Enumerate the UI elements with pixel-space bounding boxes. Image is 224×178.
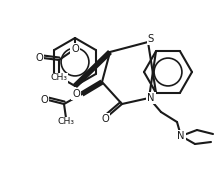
Text: O: O (71, 44, 79, 54)
Text: O: O (101, 114, 109, 124)
Text: CH₃: CH₃ (50, 74, 67, 82)
Text: O: O (35, 53, 43, 63)
Text: O: O (72, 89, 80, 99)
Text: N: N (147, 93, 155, 103)
Text: O: O (40, 95, 48, 105)
Text: CH₃: CH₃ (58, 117, 75, 127)
Text: N: N (177, 131, 185, 141)
Text: S: S (148, 34, 154, 44)
